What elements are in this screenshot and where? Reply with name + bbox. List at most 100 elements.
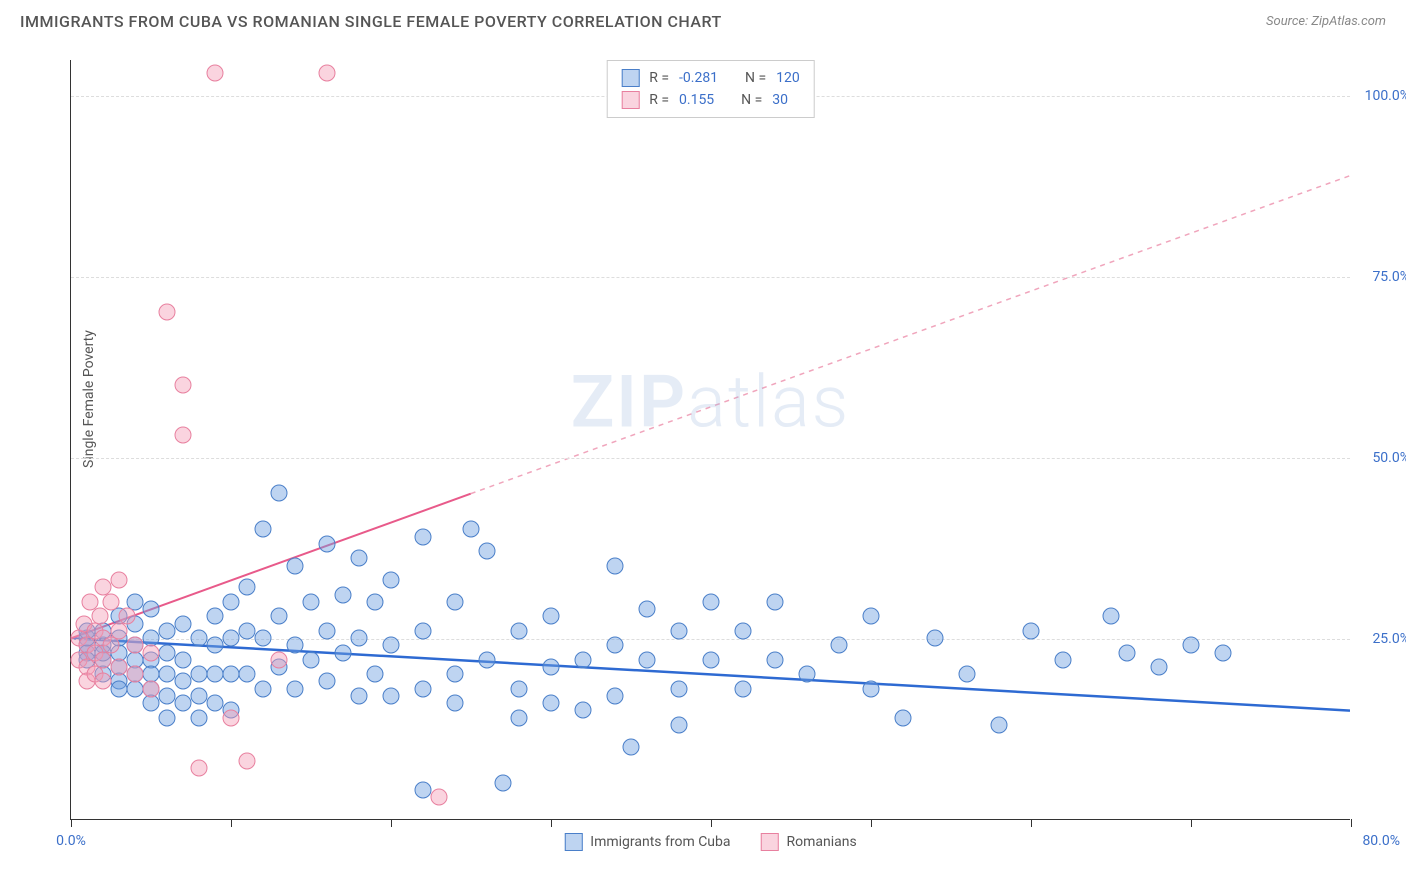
legend-label-romanian: Romanians (787, 834, 857, 850)
scatter-point (447, 666, 464, 683)
swatch-pink-icon (621, 91, 639, 109)
scatter-point (223, 709, 240, 726)
scatter-point (767, 593, 784, 610)
scatter-point (207, 666, 224, 683)
trend-line (471, 176, 1350, 494)
scatter-point (287, 680, 304, 697)
scatter-point (607, 637, 624, 654)
n-value-cuba: 120 (776, 70, 800, 86)
scatter-point (143, 695, 160, 712)
scatter-point (95, 673, 112, 690)
scatter-point (767, 651, 784, 668)
r-label: R = (649, 92, 669, 108)
scatter-point (159, 304, 176, 321)
watermark-rest: atlas (687, 359, 850, 444)
scatter-point (111, 622, 128, 639)
correlation-legend-row-romanian: R = 0.155 N = 30 (621, 89, 800, 111)
scatter-point (351, 630, 368, 647)
x-tick (871, 819, 872, 827)
scatter-point (319, 622, 336, 639)
scatter-point (415, 680, 432, 697)
chart-title: IMMIGRANTS FROM CUBA VS ROMANIAN SINGLE … (20, 12, 722, 31)
scatter-point (671, 622, 688, 639)
scatter-point (351, 550, 368, 567)
correlation-legend: R = -0.281 N = 120 R = 0.155 N = 30 (606, 60, 815, 118)
scatter-point (319, 673, 336, 690)
scatter-point (271, 485, 288, 502)
scatter-point (111, 659, 128, 676)
scatter-point (863, 680, 880, 697)
swatch-blue-icon (564, 833, 582, 851)
scatter-point (159, 709, 176, 726)
swatch-pink-icon (761, 833, 779, 851)
scatter-point (127, 666, 144, 683)
x-tick (391, 819, 392, 827)
scatter-point (175, 673, 192, 690)
scatter-point (271, 651, 288, 668)
scatter-point (239, 579, 256, 596)
scatter-point (191, 630, 208, 647)
series-legend: Immigrants from Cuba Romanians (564, 833, 856, 851)
legend-label-cuba: Immigrants from Cuba (590, 834, 730, 850)
scatter-point (159, 666, 176, 683)
y-tick-label: 25.0% (1372, 631, 1406, 647)
x-tick-label: 80.0% (1362, 833, 1400, 849)
scatter-point (543, 659, 560, 676)
x-tick (1031, 819, 1032, 827)
scatter-point (207, 637, 224, 654)
scatter-point (447, 695, 464, 712)
scatter-point (511, 622, 528, 639)
scatter-point (255, 630, 272, 647)
grid-line (71, 458, 1350, 459)
scatter-point (575, 702, 592, 719)
scatter-point (735, 622, 752, 639)
scatter-point (575, 651, 592, 668)
scatter-point (495, 774, 512, 791)
scatter-point (143, 601, 160, 618)
scatter-point (639, 601, 656, 618)
scatter-point (383, 637, 400, 654)
scatter-point (1055, 651, 1072, 668)
chart-container: Single Female Poverty ZIPatlas R = -0.28… (50, 50, 1390, 870)
scatter-point (623, 738, 640, 755)
scatter-point (207, 65, 224, 82)
scatter-point (319, 65, 336, 82)
n-label: N = (741, 92, 762, 108)
scatter-point (335, 644, 352, 661)
r-value-cuba: -0.281 (679, 70, 718, 86)
scatter-point (175, 615, 192, 632)
scatter-point (303, 593, 320, 610)
plot-area: ZIPatlas R = -0.281 N = 120 R = 0.155 N … (70, 60, 1350, 820)
scatter-point (287, 557, 304, 574)
scatter-point (159, 622, 176, 639)
r-label: R = (649, 70, 669, 86)
scatter-point (415, 782, 432, 799)
scatter-point (511, 680, 528, 697)
scatter-point (143, 680, 160, 697)
x-tick (1191, 819, 1192, 827)
scatter-point (703, 593, 720, 610)
n-label: N = (745, 70, 766, 86)
scatter-point (191, 666, 208, 683)
scatter-point (383, 687, 400, 704)
scatter-point (255, 521, 272, 538)
scatter-point (191, 760, 208, 777)
watermark: ZIPatlas (571, 359, 851, 444)
x-tick (1351, 819, 1352, 827)
scatter-point (127, 680, 144, 697)
scatter-point (799, 666, 816, 683)
scatter-point (111, 680, 128, 697)
scatter-point (223, 630, 240, 647)
r-value-romanian: 0.155 (679, 92, 714, 108)
x-tick (71, 819, 72, 827)
scatter-point (159, 687, 176, 704)
scatter-point (479, 543, 496, 560)
scatter-point (239, 753, 256, 770)
scatter-point (223, 593, 240, 610)
swatch-blue-icon (621, 69, 639, 87)
scatter-point (831, 637, 848, 654)
scatter-point (1215, 644, 1232, 661)
scatter-point (207, 695, 224, 712)
scatter-point (103, 637, 120, 654)
scatter-point (103, 593, 120, 610)
